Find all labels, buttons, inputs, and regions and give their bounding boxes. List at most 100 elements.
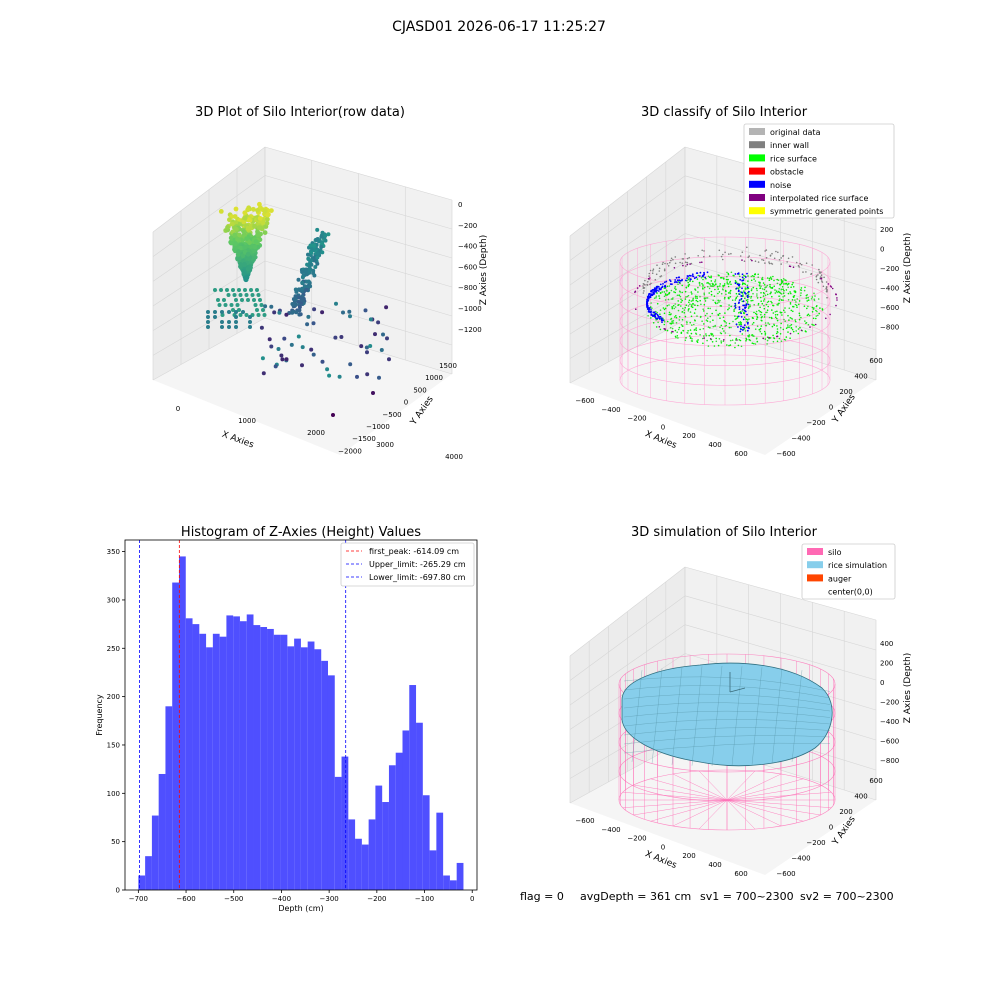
rice-surface-point [695,299,698,302]
rice-surface-point [776,291,778,294]
noise-point [663,281,666,284]
rice-surface-point [710,290,713,293]
rice-surface-point [694,297,697,299]
rice-surface-point [730,283,732,286]
rice-surface-point [760,325,763,327]
z-tick-label: 0 [880,246,884,254]
footer-sv1: sv1 = 700~2300 [700,890,794,903]
interpolated-point [827,283,830,285]
rice-surface-point [752,292,754,295]
data-point [306,314,311,319]
noise-point [649,294,652,297]
rice-surface-point [706,320,709,322]
noise-point [745,303,748,305]
data-point [242,262,247,267]
rice-surface-point [792,286,795,288]
grid-line [264,146,453,201]
data-point [365,350,369,355]
histogram-bar [341,756,349,890]
rice-surface-point [712,285,714,288]
footer-avg-depth: avgDepth = 361 cm [580,890,691,903]
rice-surface-point [773,337,775,339]
rice-surface-point [761,276,764,279]
rice-mesh-line [671,667,683,765]
rice-surface-point [773,323,775,326]
noise-point [665,280,668,283]
inner-wall-point [730,252,732,255]
data-point [258,298,262,302]
interpolated-point [768,336,770,339]
data-point [228,235,234,241]
center-marker [729,687,746,693]
rice-surface-point [724,312,726,314]
rice-surface-point [746,318,748,321]
y-tick-label: −400 [791,855,810,863]
rice-surface-point [792,310,794,313]
rice-surface-point [681,311,684,313]
x-tick-label: 400 [708,441,721,449]
grid-line [264,175,453,230]
rice-surface-point [804,286,806,289]
inner-wall-point [815,278,818,281]
rice-surface-point [789,303,792,305]
rice-surface-point [725,324,728,327]
rice-surface-point [719,283,721,285]
rice-surface-point [685,286,688,289]
rice-surface-point [754,273,756,275]
histogram-bar [151,815,159,890]
rice-surface-point [750,279,753,282]
noise-point [737,273,739,275]
rice-surface-point [689,337,692,340]
rice-surface-point [784,307,786,309]
rice-surface-point [708,287,711,290]
rice-surface-point [759,287,761,290]
z-tick-label: 400 [880,640,893,648]
interpolated-point [830,286,833,288]
histogram-bar [355,838,362,890]
histogram-bar [273,634,281,890]
rice-mesh-line [751,667,763,765]
y-tick-label: −1500 [352,435,376,443]
inner-wall-point [770,262,772,265]
rice-surface-point [731,299,734,302]
rice-surface-point [688,301,690,304]
histogram-bar [334,776,342,890]
data-point [218,209,224,214]
histogram-bar [409,685,417,890]
data-point [253,303,258,307]
noise-point [660,318,663,321]
rice-surface-point [761,302,764,305]
rice-surface-point [790,309,793,312]
data-point [248,325,252,329]
rice-surface-point [756,337,758,340]
inner-wall-point [658,270,661,272]
inner-wall-point [799,262,801,265]
data-point [227,217,232,223]
histogram-bar [443,875,450,890]
interpolated-point [634,291,636,294]
inner-wall-point [818,268,820,271]
rice-surface-point [753,275,755,278]
noise-point [735,287,738,290]
histogram-bar [429,850,437,890]
histogram-ylabel: Frequency [95,694,104,736]
inner-wall-point [684,253,686,255]
rice-surface-point [682,307,684,310]
rice-surface-point [791,328,794,331]
simulation-legend-entry: center(0,0) [828,588,873,597]
rice-surface-point [759,296,762,299]
rice-surface-point [750,297,752,299]
y-tick-label: −200 [806,839,825,847]
interpolated-point [647,277,650,280]
inner-wall-point [800,263,803,266]
rice-surface-point [767,300,770,303]
rice-surface-point [677,304,679,307]
rice-surface-point [662,307,665,309]
rice-surface-point [655,326,658,328]
rice-surface-point [769,285,771,288]
rice-surface-point [746,284,749,287]
rice-surface-point [719,285,721,287]
y-tick-label: 150 [107,741,120,749]
rice-surface-point [772,340,775,343]
data-point [206,320,210,324]
